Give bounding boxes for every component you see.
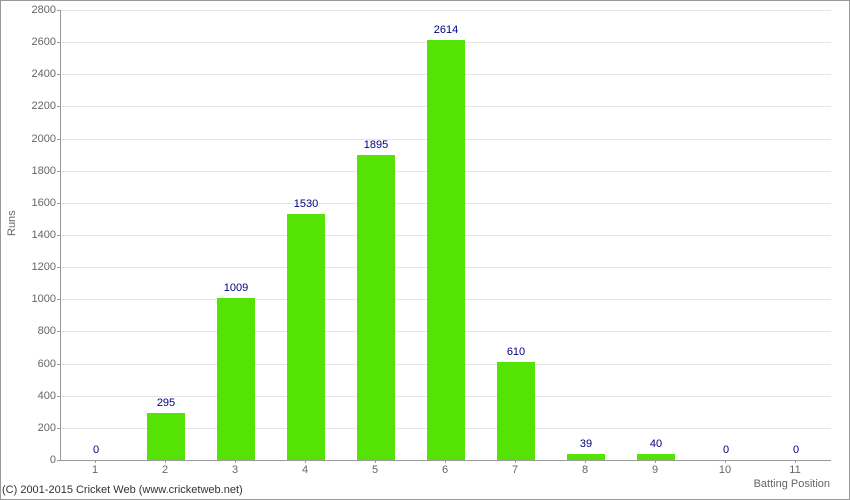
y-tick-label: 200 (6, 422, 56, 434)
y-tick-mark (57, 428, 60, 429)
bar-value-label: 1895 (346, 139, 406, 151)
bar: 39 (567, 454, 606, 460)
bar: 1009 (217, 298, 256, 460)
bar-value-label: 295 (136, 397, 196, 409)
x-axis-label: Batting Position (754, 478, 830, 490)
x-tick-label: 2 (135, 464, 195, 476)
x-tick-label: 9 (625, 464, 685, 476)
plot-area: 02951009153018952614610394000 (60, 10, 831, 461)
x-tick-mark (585, 460, 586, 463)
y-tick-label: 2000 (6, 133, 56, 145)
y-tick-mark (57, 331, 60, 332)
y-tick-mark (57, 460, 60, 461)
x-tick-label: 1 (65, 464, 125, 476)
bar-value-label: 0 (766, 444, 826, 456)
bar-value-label: 2614 (416, 24, 476, 36)
bar-value-label: 0 (696, 444, 756, 456)
y-tick-label: 600 (6, 358, 56, 370)
bar: 610 (497, 362, 536, 460)
x-tick-mark (235, 460, 236, 463)
x-tick-label: 8 (555, 464, 615, 476)
x-tick-mark (725, 460, 726, 463)
y-tick-mark (57, 171, 60, 172)
x-tick-label: 11 (765, 464, 825, 476)
x-tick-label: 5 (345, 464, 405, 476)
bar-value-label: 1530 (276, 198, 336, 210)
chart-container: Runs Batting Position (C) 2001-2015 Cric… (0, 0, 850, 500)
bar-value-label: 0 (66, 444, 126, 456)
bar: 1895 (357, 155, 396, 460)
bar-value-label: 1009 (206, 282, 266, 294)
y-tick-mark (57, 42, 60, 43)
x-tick-mark (305, 460, 306, 463)
x-tick-mark (165, 460, 166, 463)
bar-value-label: 40 (626, 438, 686, 450)
bar-value-label: 610 (486, 346, 546, 358)
x-tick-mark (515, 460, 516, 463)
y-tick-label: 800 (6, 325, 56, 337)
y-tick-mark (57, 235, 60, 236)
y-tick-mark (57, 106, 60, 107)
gridline (61, 10, 831, 11)
y-tick-label: 1400 (6, 229, 56, 241)
y-tick-mark (57, 267, 60, 268)
y-tick-label: 1600 (6, 197, 56, 209)
x-tick-label: 4 (275, 464, 335, 476)
y-tick-label: 1000 (6, 293, 56, 305)
y-tick-mark (57, 299, 60, 300)
copyright-text: (C) 2001-2015 Cricket Web (www.cricketwe… (2, 484, 243, 496)
x-tick-mark (95, 460, 96, 463)
y-tick-mark (57, 203, 60, 204)
y-tick-mark (57, 10, 60, 11)
x-tick-label: 7 (485, 464, 545, 476)
x-tick-label: 10 (695, 464, 755, 476)
y-tick-label: 1200 (6, 261, 56, 273)
y-tick-label: 0 (6, 454, 56, 466)
bar: 295 (147, 413, 186, 460)
x-tick-mark (375, 460, 376, 463)
x-tick-label: 6 (415, 464, 475, 476)
bar: 2614 (427, 40, 466, 460)
y-tick-label: 2200 (6, 100, 56, 112)
bar: 1530 (287, 214, 326, 460)
bar-value-label: 39 (556, 438, 616, 450)
x-tick-mark (655, 460, 656, 463)
y-tick-mark (57, 364, 60, 365)
y-tick-mark (57, 396, 60, 397)
y-tick-mark (57, 74, 60, 75)
y-tick-label: 2600 (6, 36, 56, 48)
y-tick-label: 1800 (6, 165, 56, 177)
y-tick-mark (57, 139, 60, 140)
x-tick-label: 3 (205, 464, 265, 476)
x-tick-mark (445, 460, 446, 463)
x-tick-mark (795, 460, 796, 463)
y-tick-label: 400 (6, 390, 56, 402)
bar: 40 (637, 454, 676, 460)
y-tick-label: 2800 (6, 4, 56, 16)
y-tick-label: 2400 (6, 68, 56, 80)
